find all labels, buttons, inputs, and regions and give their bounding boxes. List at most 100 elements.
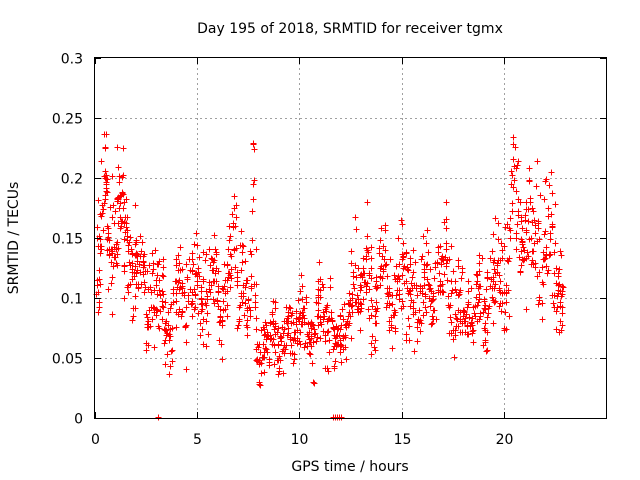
data-point [100,227,107,234]
data-point [144,324,151,331]
data-point [306,350,313,357]
data-point [545,205,552,212]
data-point [258,370,265,377]
data-point [439,253,446,260]
data-point [513,246,520,253]
data-point [120,205,127,212]
data-point [316,259,323,266]
data-point [419,253,426,260]
data-point [133,270,140,277]
data-point [424,227,431,234]
data-point [150,260,157,267]
data-point [399,272,406,279]
data-point [382,227,389,234]
data-point [104,189,111,196]
data-point [192,291,199,298]
data-point [360,296,367,303]
data-point [535,220,542,227]
data-point [453,315,460,322]
data-point [235,322,242,329]
data-point [386,327,393,334]
data-point [254,341,261,348]
data-point [451,354,458,361]
data-point [475,285,482,292]
data-point [224,313,231,320]
data-point [243,280,250,287]
data-point [179,285,186,292]
data-point [132,263,139,270]
data-point [279,324,286,331]
data-point [170,299,177,306]
data-point [412,259,419,266]
data-point [296,314,303,321]
data-point [240,243,247,250]
data-point [443,199,450,206]
data-point [132,202,139,209]
data-point [252,292,259,299]
data-point [132,241,139,248]
data-point [193,230,200,237]
data-point [163,318,170,325]
data-point [227,284,234,291]
data-point [133,252,140,259]
data-point [287,305,294,312]
data-point [364,233,371,240]
data-point [272,349,279,356]
data-point [406,288,413,295]
data-point [504,221,511,228]
data-point [219,317,226,324]
data-point [291,351,298,358]
data-point [331,365,338,372]
data-point [353,274,360,281]
data-point [502,309,509,316]
data-point [167,326,174,333]
data-point [250,140,257,147]
data-point [373,320,380,327]
data-point [200,278,207,285]
data-point [552,240,559,247]
data-point [403,249,410,256]
data-point [328,315,335,322]
data-point [357,327,364,334]
data-point [465,301,472,308]
data-point [457,287,464,294]
data-point [297,329,304,336]
data-point [532,260,539,267]
data-point [496,303,503,310]
data-point [103,172,110,179]
data-point [140,259,147,266]
data-point [95,309,102,316]
data-point [492,215,499,222]
data-point [424,261,431,268]
data-point [97,250,104,257]
data-point [443,246,450,253]
data-point [312,330,319,337]
data-point [214,298,221,305]
axis-ticks: 0 0.05 0.1 0.15 0.2 0.25 0.3 0 5 10 15 20 [52,52,606,448]
data-point [261,332,268,339]
data-point [555,282,562,289]
data-point [175,267,182,274]
data-point [447,302,454,309]
data-point [546,252,553,259]
data-point [228,253,235,260]
data-point [195,310,202,317]
data-point [480,309,487,316]
data-point [413,282,420,289]
data-point [549,223,556,230]
data-point [181,289,188,296]
data-point [303,294,310,301]
data-point [509,200,516,207]
data-point [110,202,117,209]
data-point [560,284,567,291]
data-point [491,266,498,273]
data-point [519,225,526,232]
data-point [300,305,307,312]
data-point [475,299,482,306]
data-point [203,318,210,325]
data-point [277,333,284,340]
data-point [220,298,227,305]
data-point [295,297,302,304]
data-point [366,286,373,293]
data-point [298,272,305,279]
